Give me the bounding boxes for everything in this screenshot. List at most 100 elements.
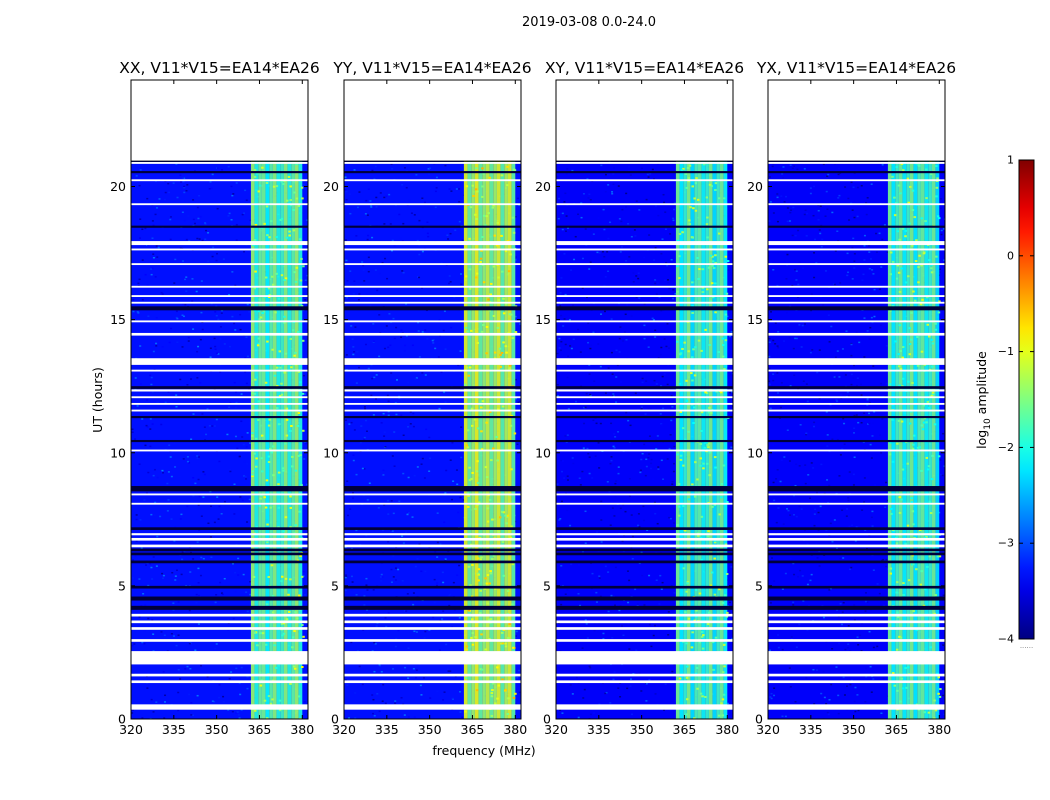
heatmap-cell	[150, 376, 153, 379]
flagged-row-white	[768, 502, 945, 505]
heatmap-cell	[611, 373, 614, 375]
heatmap-cell	[227, 165, 230, 168]
heatmap-cell	[290, 366, 293, 369]
heatmap-cell	[390, 581, 393, 583]
heatmap-cell	[485, 215, 489, 218]
heatmap-cell	[768, 341, 771, 343]
heatmap-cell	[260, 457, 263, 460]
heatmap-cell	[707, 530, 710, 533]
heatmap-cell	[612, 395, 615, 397]
heatmap-cell	[768, 380, 771, 382]
heatmap-cell	[629, 678, 632, 680]
heatmap-cell	[853, 267, 856, 269]
heatmap-cell	[796, 296, 799, 298]
heatmap-cell	[626, 570, 629, 572]
heatmap-cell	[465, 645, 469, 648]
heatmap-cell	[687, 177, 691, 180]
heatmap-cell	[786, 220, 789, 223]
heatmap-cell	[826, 445, 829, 447]
heatmap-cell	[773, 499, 776, 502]
heatmap-cell	[464, 710, 467, 713]
heatmap-cell	[943, 713, 945, 716]
heatmap-cell	[654, 282, 657, 285]
heatmap-cell	[777, 646, 780, 649]
heatmap-cell	[185, 189, 188, 192]
heatmap-cell	[184, 668, 187, 670]
heatmap-cell	[869, 665, 872, 668]
heatmap-cell	[152, 257, 155, 259]
heatmap-cell	[823, 696, 826, 699]
heatmap-cell	[707, 266, 711, 269]
heatmap-cell	[902, 582, 905, 585]
heatmap-cell	[931, 391, 935, 394]
heatmap-cell	[622, 340, 625, 342]
heatmap-cell	[671, 670, 674, 673]
heatmap-cell	[344, 419, 347, 421]
heatmap-cell	[253, 452, 256, 455]
heatmap-cell	[245, 591, 248, 593]
heatmap-cell	[162, 577, 165, 579]
heatmap-cell	[660, 588, 663, 591]
heatmap-cell	[246, 610, 249, 613]
heatmap-cell	[266, 340, 269, 343]
heatmap-cell	[182, 315, 185, 318]
heatmap-cell	[487, 618, 491, 621]
heatmap-cell	[574, 235, 577, 238]
heatmap-cell	[501, 678, 504, 681]
heatmap-cell	[231, 710, 234, 713]
heatmap-cell	[188, 693, 191, 696]
heatmap-cell	[930, 267, 933, 270]
heatmap-cell	[177, 709, 180, 712]
heatmap-cell	[563, 201, 566, 203]
heatmap-cell	[863, 356, 866, 358]
heatmap-cell	[825, 529, 828, 532]
heatmap-cell	[600, 164, 603, 167]
heatmap-cell	[938, 695, 942, 698]
heatmap-cell	[234, 406, 237, 409]
flagged-row-white	[344, 241, 521, 246]
heatmap-cell	[387, 541, 390, 543]
heatmap-cell	[508, 313, 512, 316]
heatmap-cell	[235, 667, 238, 670]
heatmap-cell	[798, 465, 801, 467]
heatmap-cell	[504, 642, 507, 645]
flagged-row-white	[344, 162, 521, 164]
heatmap-cell	[491, 689, 494, 692]
heatmap-cell	[174, 575, 177, 577]
heatmap-cell	[704, 328, 707, 331]
heatmap-cell	[479, 589, 482, 592]
heatmap-cell	[647, 178, 650, 180]
heatmap-cell	[915, 628, 918, 631]
heatmap-cell	[502, 312, 506, 315]
heatmap-cell	[583, 422, 586, 425]
heatmap-cell	[300, 484, 303, 487]
heatmap-cell	[941, 474, 944, 477]
heatmap-cell	[404, 344, 407, 347]
heatmap-cell	[231, 315, 234, 318]
heatmap-cell	[443, 691, 446, 693]
flagged-row-dark	[131, 605, 308, 610]
heatmap-cell	[245, 446, 248, 448]
heatmap-cell	[599, 595, 602, 598]
heatmap-cell	[155, 207, 158, 209]
heatmap-cell	[246, 303, 249, 306]
heatmap-cell	[299, 454, 302, 457]
heatmap-cell	[672, 289, 675, 291]
heatmap-cell	[366, 499, 369, 501]
heatmap-cell	[146, 284, 149, 286]
heatmap-cell	[686, 581, 690, 584]
flagged-row-white	[131, 263, 308, 266]
heatmap-cell	[297, 204, 301, 207]
heatmap-cell	[192, 328, 195, 330]
heatmap-cell	[699, 536, 703, 539]
flagged-row-dark	[768, 585, 945, 589]
heatmap-cell	[864, 610, 867, 612]
heatmap-cell	[668, 516, 671, 519]
heatmap-cell	[840, 623, 843, 626]
heatmap-cell	[581, 577, 584, 579]
heatmap-cell	[830, 683, 833, 686]
heatmap-cell	[564, 593, 567, 595]
heatmap-cell	[475, 276, 478, 279]
heatmap-cell	[481, 167, 484, 170]
